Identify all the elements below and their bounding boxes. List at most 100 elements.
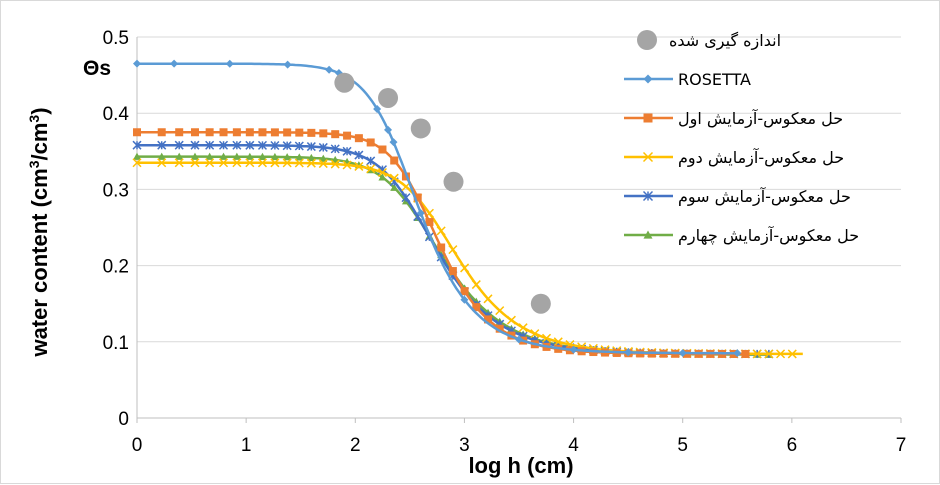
diamond-marker bbox=[373, 105, 382, 114]
theta-s-annotation: Θs bbox=[83, 57, 111, 80]
star-marker bbox=[318, 142, 328, 152]
legend-label: حل معکوس-آزمایش سوم bbox=[678, 187, 851, 207]
axes bbox=[136, 37, 901, 419]
star-marker bbox=[366, 156, 376, 166]
diamond-marker bbox=[283, 60, 292, 69]
legend-item: حل معکوس-آزمایش سوم bbox=[624, 187, 851, 207]
square-marker bbox=[283, 128, 292, 137]
measured-point bbox=[530, 293, 551, 314]
legend-label: حل معکوس-آزمایش چهارم bbox=[678, 226, 859, 246]
x-marker bbox=[318, 159, 328, 169]
triangle-marker bbox=[319, 154, 328, 162]
square-marker bbox=[390, 156, 399, 165]
x-marker bbox=[190, 158, 200, 168]
square-marker bbox=[643, 113, 653, 123]
x-marker bbox=[389, 173, 399, 183]
triangle-marker bbox=[133, 152, 141, 160]
x-tick-label: 7 bbox=[896, 435, 907, 456]
star-marker bbox=[354, 150, 364, 160]
square-marker bbox=[270, 128, 279, 137]
x-marker bbox=[245, 158, 255, 168]
star-marker bbox=[245, 140, 255, 150]
legend: اندازه گیری شده ROSETTA حل معکوس-آزمایش او… bbox=[624, 30, 859, 246]
triangle-marker bbox=[245, 152, 254, 160]
diamond-marker bbox=[133, 59, 141, 68]
triangle-marker bbox=[378, 173, 387, 181]
square-marker bbox=[495, 324, 504, 333]
legend-item: ROSETTA bbox=[624, 70, 751, 89]
y-tick-label: 0.1 bbox=[103, 333, 129, 354]
diamond-marker bbox=[678, 349, 687, 358]
square-marker bbox=[295, 128, 304, 137]
square-marker bbox=[175, 128, 184, 137]
diamond-marker bbox=[389, 138, 398, 147]
square-marker bbox=[319, 129, 328, 138]
y-axis-title-sup1: 3 bbox=[26, 160, 42, 168]
measured-points bbox=[334, 72, 551, 314]
legend-swatch bbox=[637, 30, 657, 50]
x-tick-label: 3 bbox=[459, 435, 470, 456]
square-marker bbox=[245, 128, 254, 137]
star-marker bbox=[330, 144, 340, 154]
star-marker bbox=[205, 140, 215, 150]
square-marker bbox=[232, 128, 241, 137]
square-marker bbox=[354, 134, 363, 143]
diamond-marker bbox=[225, 59, 234, 68]
y-tick-labels: 0 0.1 0.2 0.3 0.4 0.5 bbox=[103, 28, 130, 430]
diamond-marker bbox=[569, 345, 578, 354]
square-marker bbox=[190, 128, 199, 137]
triangle-marker bbox=[307, 153, 316, 162]
x-tick-label: 2 bbox=[350, 435, 361, 456]
star-marker bbox=[257, 140, 267, 150]
x-marker bbox=[483, 294, 493, 304]
diamond-marker bbox=[733, 349, 742, 358]
x-marker bbox=[282, 158, 292, 168]
measured-point bbox=[334, 72, 355, 93]
triangle-marker bbox=[295, 153, 304, 161]
x-marker bbox=[342, 160, 352, 170]
star-marker bbox=[174, 140, 184, 150]
diamond-marker bbox=[170, 59, 179, 68]
triangle-marker bbox=[175, 152, 184, 160]
square-marker bbox=[219, 128, 228, 137]
series-line bbox=[137, 131, 749, 356]
triangle-marker bbox=[219, 152, 228, 160]
y-tick-label: 0.3 bbox=[103, 180, 129, 201]
star-marker bbox=[294, 141, 304, 151]
x-marker bbox=[132, 158, 142, 168]
star-marker bbox=[190, 140, 200, 150]
x-marker bbox=[232, 158, 242, 168]
star-marker bbox=[401, 193, 411, 203]
x-marker bbox=[294, 158, 304, 168]
x-marker bbox=[330, 159, 340, 169]
x-marker bbox=[542, 333, 552, 343]
x-marker bbox=[257, 158, 267, 168]
x-marker bbox=[218, 158, 229, 168]
square-marker bbox=[472, 303, 481, 312]
star-marker bbox=[642, 190, 654, 202]
x-tick-labels: 0 1 2 3 4 5 6 7 bbox=[132, 418, 907, 456]
y-tick-label: 0.4 bbox=[103, 104, 130, 125]
square-marker bbox=[157, 128, 166, 137]
square-marker bbox=[378, 145, 387, 154]
legend-item: اندازه گیری شده bbox=[637, 30, 781, 51]
triangle-marker bbox=[270, 152, 279, 161]
x-marker bbox=[764, 349, 774, 359]
x-marker bbox=[752, 349, 762, 359]
y-axis-title: water content (cm3/cm3) bbox=[26, 107, 52, 357]
x-marker bbox=[506, 315, 516, 325]
y-tick-label: 0 bbox=[118, 409, 129, 430]
legend-label: حل معکوس-آزمایش دوم bbox=[678, 148, 844, 168]
triangle-marker bbox=[390, 183, 399, 191]
diamond-marker bbox=[384, 125, 393, 134]
diamond-marker bbox=[460, 295, 469, 304]
y-axis-title-end: ) bbox=[27, 107, 52, 114]
x-marker bbox=[205, 158, 215, 168]
star-marker bbox=[132, 140, 142, 150]
square-marker bbox=[307, 128, 316, 137]
x-marker bbox=[306, 158, 316, 168]
series-diamond bbox=[133, 59, 742, 358]
x-axis-title: log h (cm) bbox=[468, 453, 573, 478]
diamond-marker bbox=[515, 335, 523, 344]
legend-item: حل معکوس-آزمایش اول bbox=[624, 109, 843, 129]
